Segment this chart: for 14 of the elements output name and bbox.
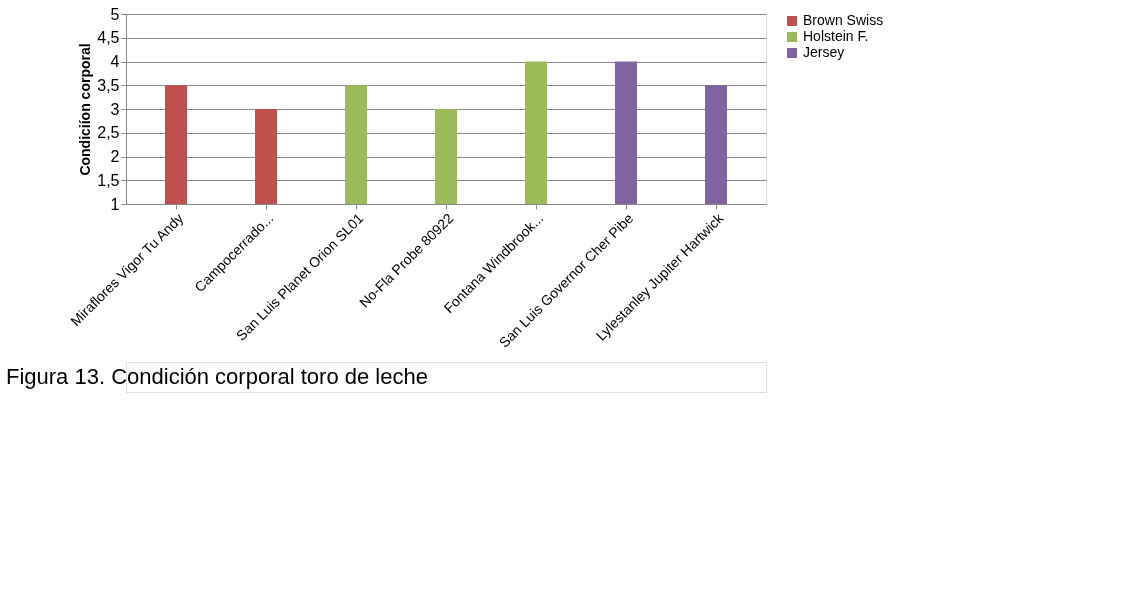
legend-label: Jersey (803, 44, 845, 60)
y-axis-title: Condiciíon corporal (77, 43, 94, 176)
legend-label: Holstein F. (803, 28, 869, 44)
y-tick-label: 4,5 (97, 29, 120, 47)
y-tick-label: 4 (110, 53, 120, 70)
y-tick-label: 1,5 (97, 171, 120, 189)
text: Figura 13. Condición corporal toro de leche (6, 364, 428, 389)
y-tick-label: 1 (110, 195, 120, 213)
legend-label: Brown Swiss (803, 12, 884, 28)
y-tick-label: 5 (110, 5, 120, 23)
y-tick-label: 2,5 (97, 124, 120, 142)
y-tick-label: 2 (110, 148, 120, 165)
y-tick-label: 3,5 (97, 76, 120, 94)
y-tick-label: 3 (110, 100, 120, 118)
